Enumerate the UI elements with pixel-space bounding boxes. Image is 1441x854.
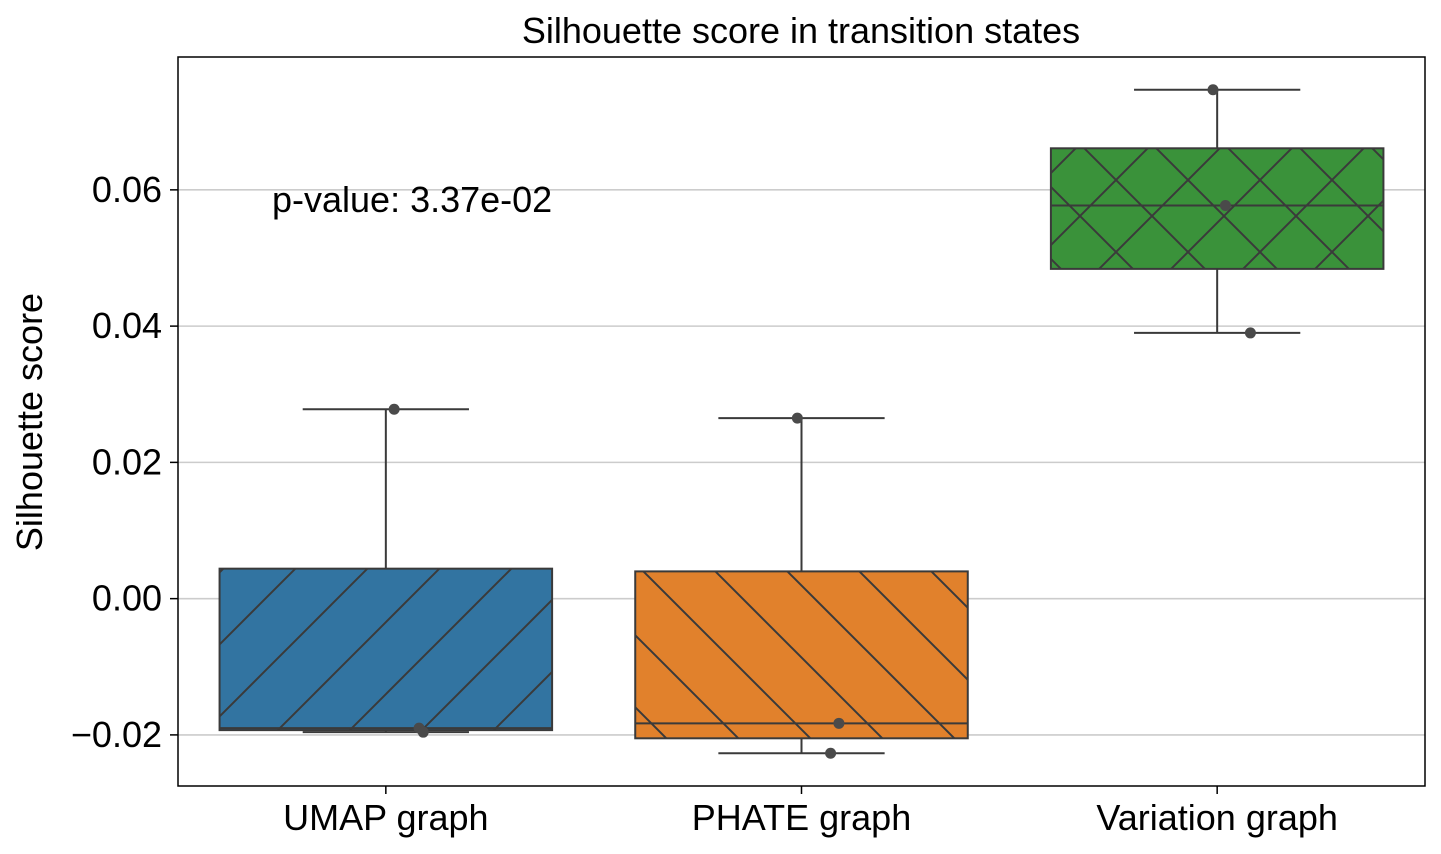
- y-axis-label: Silhouette score: [9, 293, 50, 551]
- data-point: [833, 717, 845, 729]
- y-tick-label: 0.00: [92, 578, 162, 619]
- box-group: [634, 412, 969, 759]
- x-tick-label: Variation graph: [1096, 797, 1338, 838]
- x-axis-ticks: UMAP graph PHATE graph Variation graph: [283, 786, 1338, 838]
- data-point: [1207, 84, 1219, 96]
- chart-title: Silhouette score in transition states: [522, 10, 1080, 51]
- p-value-annotation: p-value: 3.37e-02: [272, 179, 552, 220]
- y-axis-ticks: −0.02 0.00 0.02 0.04 0.06: [71, 169, 178, 755]
- data-point: [1219, 200, 1231, 212]
- data-point: [388, 403, 400, 415]
- x-tick-label: UMAP graph: [283, 797, 488, 838]
- data-point: [417, 726, 429, 738]
- data-point: [1244, 327, 1256, 339]
- boxes: [218, 84, 1385, 759]
- data-point: [791, 412, 803, 424]
- x-tick-label: PHATE graph: [692, 797, 911, 838]
- box-group: [218, 403, 554, 738]
- box-iqr: [634, 570, 969, 740]
- y-tick-label: 0.04: [92, 305, 162, 346]
- data-point: [825, 747, 837, 759]
- y-tick-label: 0.02: [92, 441, 162, 482]
- box-group: [1049, 84, 1385, 339]
- y-tick-label: 0.06: [92, 169, 162, 210]
- box-iqr: [1049, 147, 1385, 270]
- box-iqr: [218, 567, 554, 732]
- y-tick-label: −0.02: [71, 714, 162, 755]
